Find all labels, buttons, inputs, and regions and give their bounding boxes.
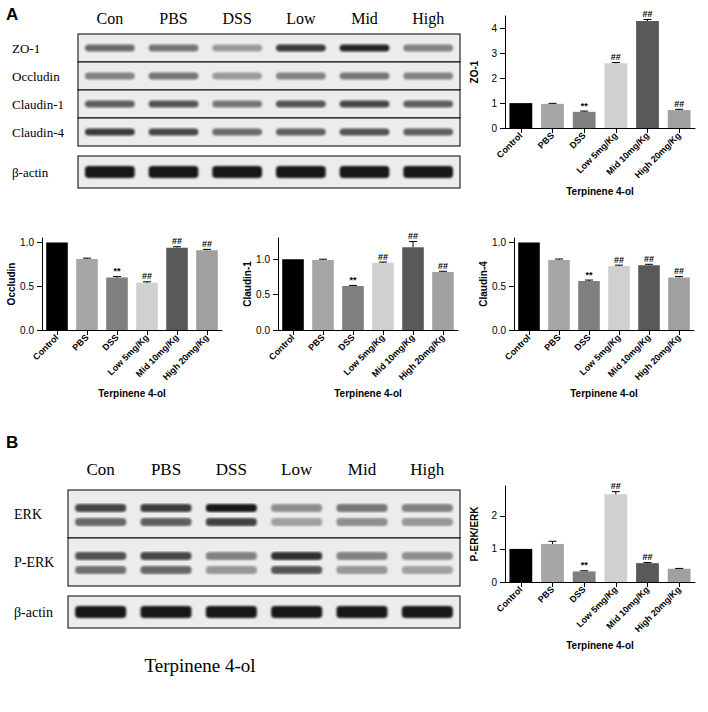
svg-text:Low 5mg/Kg: Low 5mg/Kg [574,130,620,176]
svg-text:##: ## [202,239,212,249]
svg-text:Claudin-4: Claudin-4 [478,261,489,307]
svg-text:Terpinene 4-ol: Terpinene 4-ol [144,655,255,676]
svg-text:Control: Control [495,584,525,614]
svg-text:**: ** [581,560,589,570]
svg-text:DSS: DSS [568,130,588,150]
svg-text:β-actin: β-actin [12,165,49,180]
svg-text:ZO-1: ZO-1 [469,60,480,83]
svg-text:PBS: PBS [151,460,181,479]
svg-text:Mid 10mg/Kg: Mid 10mg/Kg [133,332,181,380]
svg-text:**: ** [581,101,589,111]
svg-text:Con: Con [86,460,115,479]
svg-text:**: ** [349,275,357,285]
svg-text:High 20mg/Kg: High 20mg/Kg [633,332,683,382]
svg-text:##: ## [611,481,621,491]
svg-text:High 20mg/Kg: High 20mg/Kg [633,130,683,180]
svg-text:Control: Control [267,332,297,362]
svg-text:0.5: 0.5 [20,281,34,292]
svg-text:Low 5mg/Kg: Low 5mg/Kg [574,584,620,630]
svg-text:PBS: PBS [306,332,326,352]
svg-text:1.0: 1.0 [256,254,270,265]
svg-text:2: 2 [491,510,497,521]
svg-text:DSS: DSS [568,584,588,604]
svg-text:DSS: DSS [100,332,120,352]
svg-text:β-actin: β-actin [14,605,53,620]
svg-text:PBS: PBS [536,584,556,604]
svg-text:DSS: DSS [222,10,251,27]
svg-text:P-ERK: P-ERK [14,555,54,570]
svg-text:0.0: 0.0 [20,325,34,336]
svg-text:Control: Control [31,332,61,362]
svg-text:##: ## [378,252,388,262]
svg-text:0.0: 0.0 [256,325,270,336]
svg-text:Terpinene 4-ol: Terpinene 4-ol [334,388,402,399]
svg-text:##: ## [674,99,684,109]
svg-text:0: 0 [491,577,497,588]
svg-text:Terpinene 4-ol: Terpinene 4-ol [566,640,634,651]
svg-text:##: ## [642,9,652,19]
svg-text:PBS: PBS [70,332,90,352]
svg-text:0: 0 [491,123,497,134]
svg-text:**: ** [113,266,121,276]
svg-text:PBS: PBS [536,130,556,150]
svg-text:DSS: DSS [336,332,356,352]
svg-text:1.0: 1.0 [492,237,506,248]
svg-text:Mid 10mg/Kg: Mid 10mg/Kg [604,130,651,178]
svg-text:Terpinene 4-ol: Terpinene 4-ol [570,388,638,399]
svg-text:Mid: Mid [351,10,378,27]
svg-text:PBS: PBS [159,10,187,27]
svg-text:High 20mg/Kg: High 20mg/Kg [397,332,447,382]
svg-text:Occludin: Occludin [6,263,17,306]
svg-text:A: A [6,5,18,24]
svg-text:Occludin: Occludin [12,69,60,84]
svg-text:##: ## [674,266,684,276]
svg-text:0.5: 0.5 [492,281,506,292]
svg-text:ZO-1: ZO-1 [12,41,40,56]
svg-text:1: 1 [491,543,497,554]
svg-text:P-ERK/ERK: P-ERK/ERK [469,506,480,562]
svg-text:##: ## [172,236,182,246]
svg-text:0.0: 0.0 [492,325,506,336]
svg-text:Claudin-4: Claudin-4 [12,125,64,140]
svg-text:ERK: ERK [14,507,42,522]
svg-text:Low 5mg/Kg: Low 5mg/Kg [577,332,623,378]
svg-text:2: 2 [491,73,497,84]
svg-text:1.0: 1.0 [20,237,34,248]
svg-text:3: 3 [491,48,497,59]
svg-text:##: ## [644,254,654,264]
svg-text:##: ## [614,255,624,265]
svg-text:Low 5mg/Kg: Low 5mg/Kg [341,332,387,378]
svg-text:Mid 10mg/Kg: Mid 10mg/Kg [369,332,417,380]
svg-text:##: ## [438,261,448,271]
svg-text:Control: Control [503,332,533,362]
svg-text:##: ## [642,552,652,562]
svg-text:Mid 10mg/Kg: Mid 10mg/Kg [604,584,651,632]
svg-text:Mid 10mg/Kg: Mid 10mg/Kg [605,332,653,380]
svg-text:Con: Con [96,10,123,27]
svg-text:PBS: PBS [542,332,562,352]
svg-text:High 20mg/Kg: High 20mg/Kg [633,584,683,634]
svg-text:DSS: DSS [572,332,592,352]
svg-text:High: High [410,460,445,479]
svg-text:Low 5mg/Kg: Low 5mg/Kg [105,332,151,378]
svg-text:Low: Low [281,460,313,479]
svg-text:0.5: 0.5 [256,289,270,300]
svg-text:High: High [412,10,444,28]
svg-text:Claudin-1: Claudin-1 [12,97,64,112]
svg-text:##: ## [611,52,621,62]
svg-text:1: 1 [491,98,497,109]
svg-text:B: B [6,433,18,452]
svg-text:Claudin-1: Claudin-1 [242,261,253,307]
svg-text:Terpinene 4-ol: Terpinene 4-ol [566,186,634,197]
svg-text:**: ** [585,270,593,280]
svg-text:Low: Low [286,10,316,27]
svg-text:Control: Control [495,130,525,160]
svg-text:Mid: Mid [348,460,377,479]
svg-text:##: ## [142,271,152,281]
svg-text:Terpinene 4-ol: Terpinene 4-ol [98,388,166,399]
svg-text:##: ## [408,231,418,241]
svg-text:DSS: DSS [216,460,247,479]
svg-text:4: 4 [491,23,497,34]
svg-text:High 20mg/Kg: High 20mg/Kg [161,332,211,382]
